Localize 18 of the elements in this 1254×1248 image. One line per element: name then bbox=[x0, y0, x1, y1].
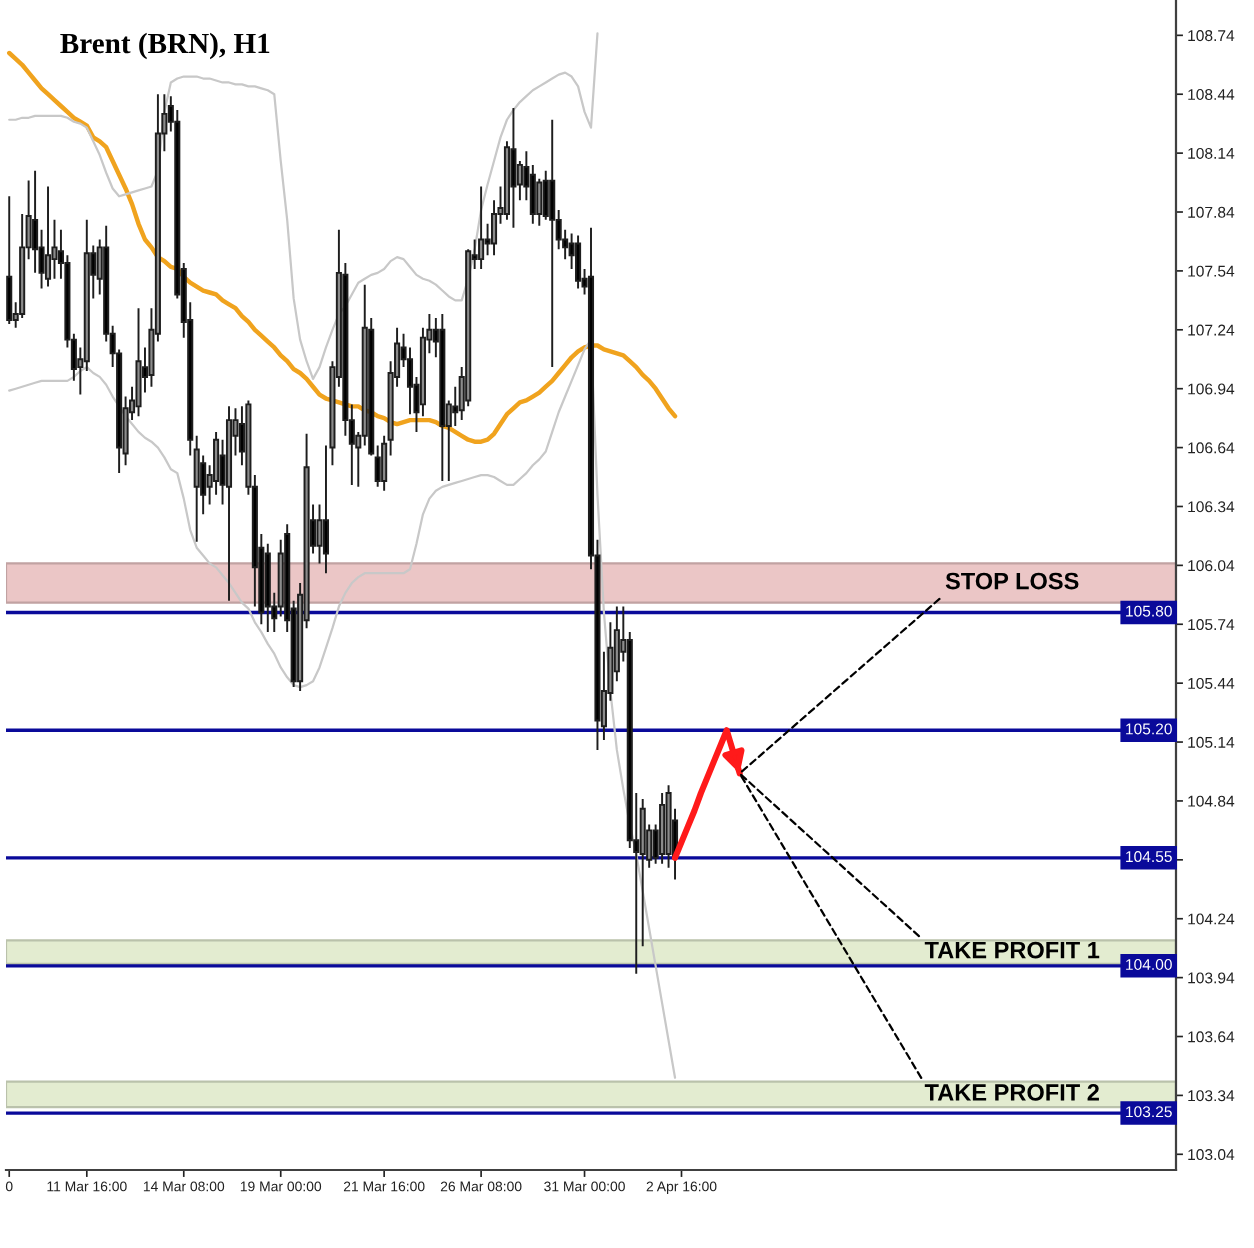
candlestick bbox=[575, 234, 582, 290]
candlestick bbox=[659, 792, 666, 865]
candlestick bbox=[439, 313, 446, 482]
candlestick bbox=[135, 307, 142, 418]
candlestick bbox=[44, 185, 52, 288]
candlestick bbox=[510, 107, 517, 229]
band-label: TAKE PROFIT 2 bbox=[924, 1084, 1099, 1101]
line-series bbox=[671, 727, 743, 861]
candlestick bbox=[478, 185, 485, 270]
text: Brent (BRN), H1 bbox=[60, 32, 270, 60]
candlestick bbox=[6, 195, 13, 325]
line-series bbox=[8, 32, 599, 380]
line-series bbox=[8, 338, 677, 1079]
candlestick bbox=[264, 542, 271, 634]
candlestick bbox=[225, 405, 233, 602]
band-label: TAKE PROFIT 1 bbox=[924, 941, 1100, 959]
candlestick bbox=[549, 118, 556, 369]
band-label: STOP LOSS bbox=[945, 572, 1079, 590]
